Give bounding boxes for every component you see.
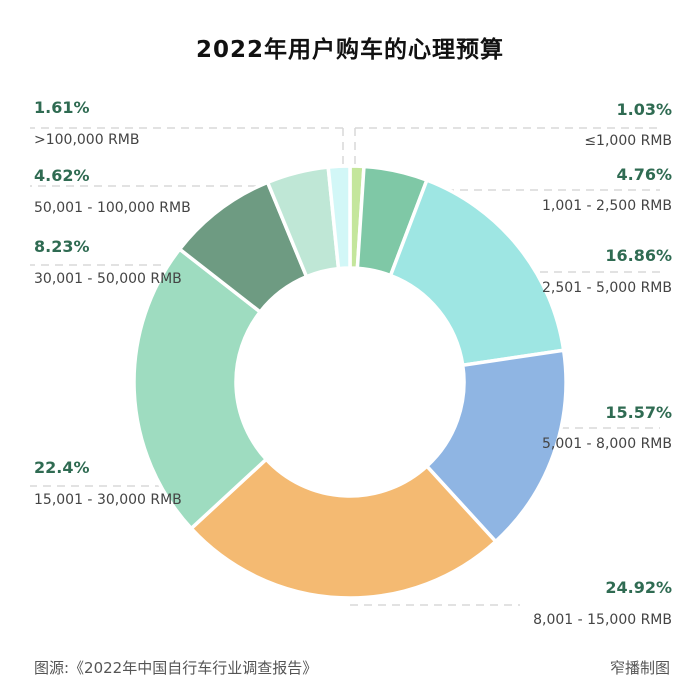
category-label-8: >100,000 RMB	[34, 132, 140, 148]
leader-line	[349, 535, 520, 606]
category-label-6: 30,001 - 50,000 RMB	[34, 271, 182, 287]
data-label-3: 15.57%	[605, 403, 672, 422]
data-label-8: 1.61%	[34, 98, 90, 117]
data-label-0: 1.03%	[616, 100, 672, 119]
category-label-2: 2,501 - 5,000 RMB	[542, 280, 672, 296]
chart-title: 2022年用户购车的心理预算	[195, 37, 504, 63]
donut-slice-8	[326, 164, 352, 271]
category-label-5: 15,001 - 30,000 RMB	[34, 492, 182, 508]
category-label-7: 50,001 - 100,000 RMB	[34, 200, 191, 216]
data-label-7: 4.62%	[34, 166, 90, 185]
data-label-2: 16.86%	[605, 246, 672, 265]
category-label-4: 8,001 - 15,000 RMB	[533, 612, 672, 628]
data-label-1: 4.76%	[616, 165, 672, 184]
data-label-6: 8.23%	[34, 237, 90, 256]
credit-note: 窄播制图	[609, 659, 670, 677]
category-label-0: ≤1,000 RMB	[584, 133, 672, 149]
data-label-5: 22.4%	[34, 458, 90, 477]
donut-slice-3	[424, 348, 568, 544]
data-label-4: 24.92%	[605, 578, 672, 597]
donut-slice-2	[388, 177, 566, 368]
source-note: 图源:《2022年中国自行车行业调查报告》	[34, 659, 318, 677]
category-label-1: 1,001 - 2,500 RMB	[542, 198, 672, 214]
donut-slice-4	[188, 456, 499, 600]
category-label-3: 5,001 - 8,000 RMB	[542, 436, 672, 452]
donut-slice-5	[132, 246, 269, 531]
